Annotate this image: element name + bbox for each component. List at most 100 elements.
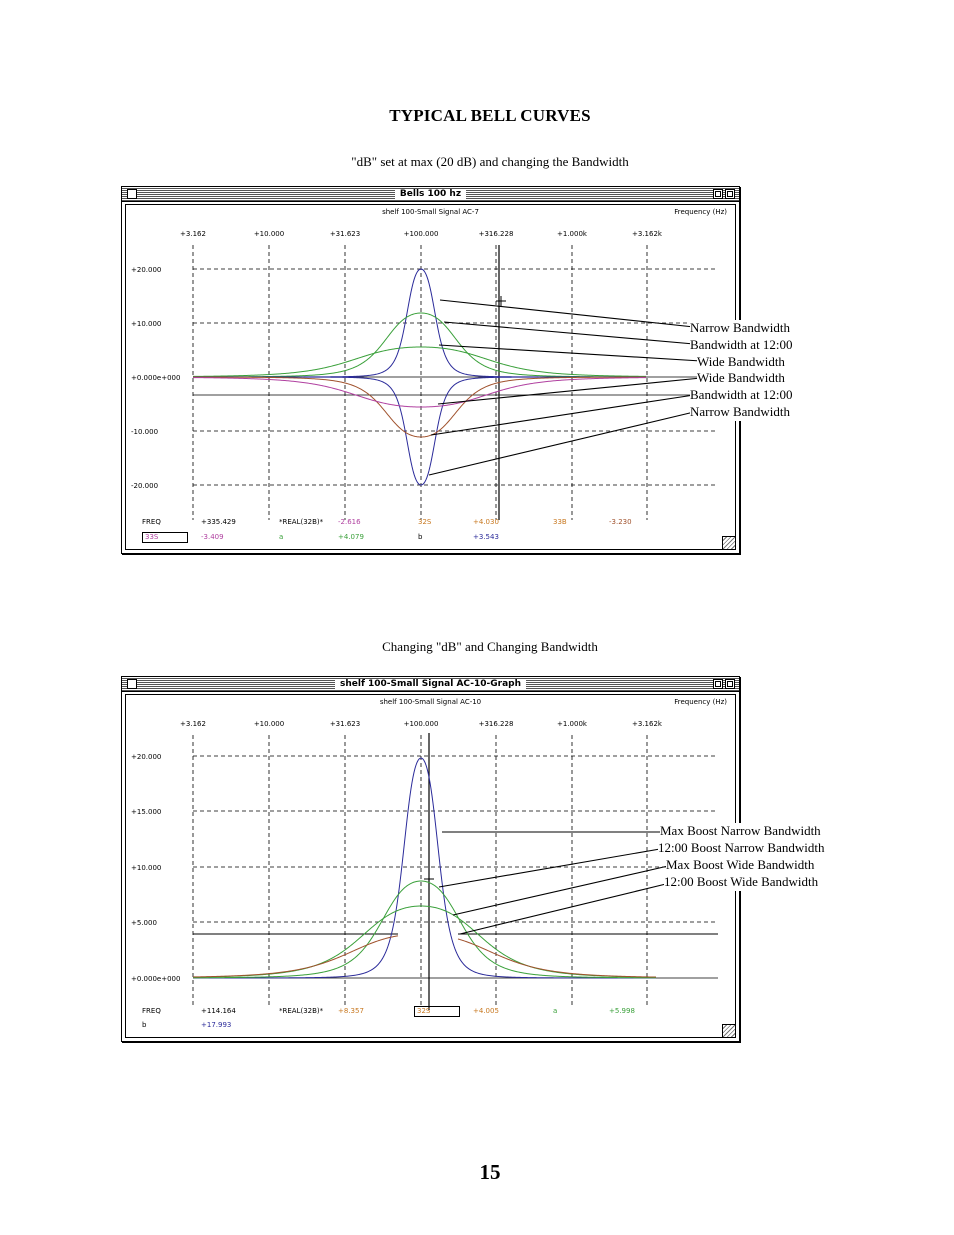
readout-value: -3.409	[201, 533, 224, 541]
callout-label: Wide Bandwidth	[697, 354, 785, 371]
readout-label: a	[279, 533, 284, 541]
plot-area[interactable]	[126, 695, 735, 1037]
leader-lines	[428, 299, 702, 476]
readout-label: b	[418, 533, 423, 541]
y-tick-label: +10.000	[131, 864, 162, 872]
x-tick-label: +1.000k	[557, 720, 587, 728]
readout-label: *REAL(32B)*	[279, 518, 324, 526]
y-tick-label: -10.000	[131, 428, 159, 436]
readout-value: -2.616	[338, 518, 361, 526]
readout-select-box[interactable]: 32S	[414, 1006, 460, 1017]
y-tick-label: +20.000	[131, 753, 162, 761]
readout-value: +114.164	[201, 1007, 236, 1015]
callout-label: Max Boost Narrow Bandwidth	[660, 823, 821, 840]
curve-cut-wide	[192, 377, 647, 408]
readout-label: a	[553, 1007, 558, 1015]
frequency-unit-label: Frequency (Hz)	[674, 208, 727, 216]
curve-1200-narrow	[192, 880, 657, 979]
collapse-box-icon[interactable]	[713, 189, 723, 199]
x-tick-label: +10.000	[253, 230, 285, 238]
readout-value: +17.993	[201, 1021, 232, 1029]
readout-value: +8.357	[338, 1007, 364, 1015]
curve-1200-wide-left	[192, 935, 399, 978]
curve-max-narrow	[193, 757, 656, 979]
readout-value: +4.079	[338, 533, 364, 541]
y-tick-label: -20.000	[131, 482, 159, 490]
grid-lines	[192, 245, 718, 520]
readout-freq-label: FREQ	[142, 1007, 161, 1015]
caption-bottom: Changing "dB" and Changing Bandwidth	[382, 639, 598, 654]
close-box-icon[interactable]	[127, 189, 137, 199]
resize-grip-icon[interactable]	[722, 1024, 735, 1037]
curve-boost-wide	[192, 346, 647, 377]
curves	[192, 268, 647, 486]
curve-cut-1200	[193, 376, 647, 438]
readout-value: -3.230	[609, 518, 632, 526]
x-tick-label: +31.623	[329, 720, 361, 728]
close-box-icon[interactable]	[127, 679, 137, 689]
readout-value: +4.005	[473, 1007, 499, 1015]
curve-boost-1200	[193, 312, 646, 378]
zoom-box-icon[interactable]	[725, 189, 735, 199]
readout-value: +3.543	[473, 533, 499, 541]
x-tick-label: +100.000	[403, 230, 439, 238]
graph-pane: shelf 100-Small Signal AC-7 Frequency (H…	[125, 204, 736, 550]
plot-area[interactable]	[126, 205, 735, 549]
callout-label: Bandwidth at 12:00	[690, 387, 793, 404]
x-tick-label: +3.162k	[632, 230, 662, 238]
readout-selected-trace[interactable]: 33S	[142, 532, 188, 543]
pane-header: shelf 100-Small Signal AC-7	[382, 208, 479, 216]
curve-max-wide	[192, 905, 657, 978]
resize-grip-icon[interactable]	[722, 536, 735, 549]
graph-window-shelf[interactable]: shelf 100-Small Signal AC-10-Graph shelf…	[121, 676, 740, 1042]
x-tick-label: +316.228	[478, 720, 514, 728]
frequency-unit-label: Frequency (Hz)	[674, 698, 727, 706]
readout-value: +5.998	[609, 1007, 635, 1015]
y-tick-label: +10.000	[131, 320, 162, 328]
x-tick-label: +3.162	[180, 720, 206, 728]
callout-label: Bandwidth at 12:00	[690, 337, 793, 354]
page-number: 15	[479, 1160, 501, 1184]
title-bar[interactable]: Bells 100 hz	[122, 187, 739, 202]
y-tick-label: +0.000e+000	[131, 374, 181, 382]
grid-lines	[192, 735, 718, 1005]
y-tick-label: +0.000e+000	[131, 975, 181, 983]
graph-window-bells[interactable]: Bells 100 hz shelf 100-Small Signal AC-7…	[121, 186, 740, 554]
graph-pane: shelf 100-Small Signal AC-10 Frequency (…	[125, 694, 736, 1038]
title-bar[interactable]: shelf 100-Small Signal AC-10-Graph	[122, 677, 739, 692]
x-tick-label: +3.162	[180, 230, 206, 238]
leader-lines	[438, 831, 671, 935]
x-tick-label: +1.000k	[557, 230, 587, 238]
callout-label: Wide Bandwidth	[697, 370, 785, 387]
callout-label: Max Boost Wide Bandwidth	[666, 857, 815, 874]
x-tick-label: +3.162k	[632, 720, 662, 728]
callout-label: 12:00 Boost Narrow Bandwidth	[658, 840, 825, 857]
readout-label: 33B	[553, 518, 567, 526]
x-tick-label: +316.228	[478, 230, 514, 238]
callout-label: Narrow Bandwidth	[690, 404, 791, 421]
collapse-box-icon[interactable]	[713, 679, 723, 689]
window-title: Bells 100 hz	[394, 189, 467, 199]
x-tick-label: +100.000	[403, 720, 439, 728]
readout-select-box[interactable]: 33S	[142, 532, 188, 543]
readout-selected-trace[interactable]: 32S	[414, 1006, 460, 1017]
page-heading: TYPICAL BELL CURVES	[389, 106, 591, 125]
pane-header: shelf 100-Small Signal AC-10	[379, 698, 482, 706]
window-title: shelf 100-Small Signal AC-10-Graph	[335, 679, 526, 689]
readout-freq-label: FREQ	[142, 518, 161, 526]
callout-label: 12:00 Boost Wide Bandwidth	[664, 874, 819, 891]
readout-label: 32S	[418, 518, 432, 526]
curves	[192, 757, 657, 979]
curve-1200-wide-right	[457, 938, 657, 978]
y-tick-label: +5.000	[131, 919, 157, 927]
readout-value: +335.429	[201, 518, 236, 526]
readout-label: *REAL(32B)*	[279, 1007, 324, 1015]
readout-label: b	[142, 1021, 147, 1029]
caption-top: "dB" set at max (20 dB) and changing the…	[351, 154, 629, 169]
zoom-box-icon[interactable]	[725, 679, 735, 689]
x-tick-label: +31.623	[329, 230, 361, 238]
x-tick-label: +10.000	[253, 720, 285, 728]
readout-value: +4.030	[473, 518, 499, 526]
y-tick-label: +15.000	[131, 808, 162, 816]
y-tick-label: +20.000	[131, 266, 162, 274]
